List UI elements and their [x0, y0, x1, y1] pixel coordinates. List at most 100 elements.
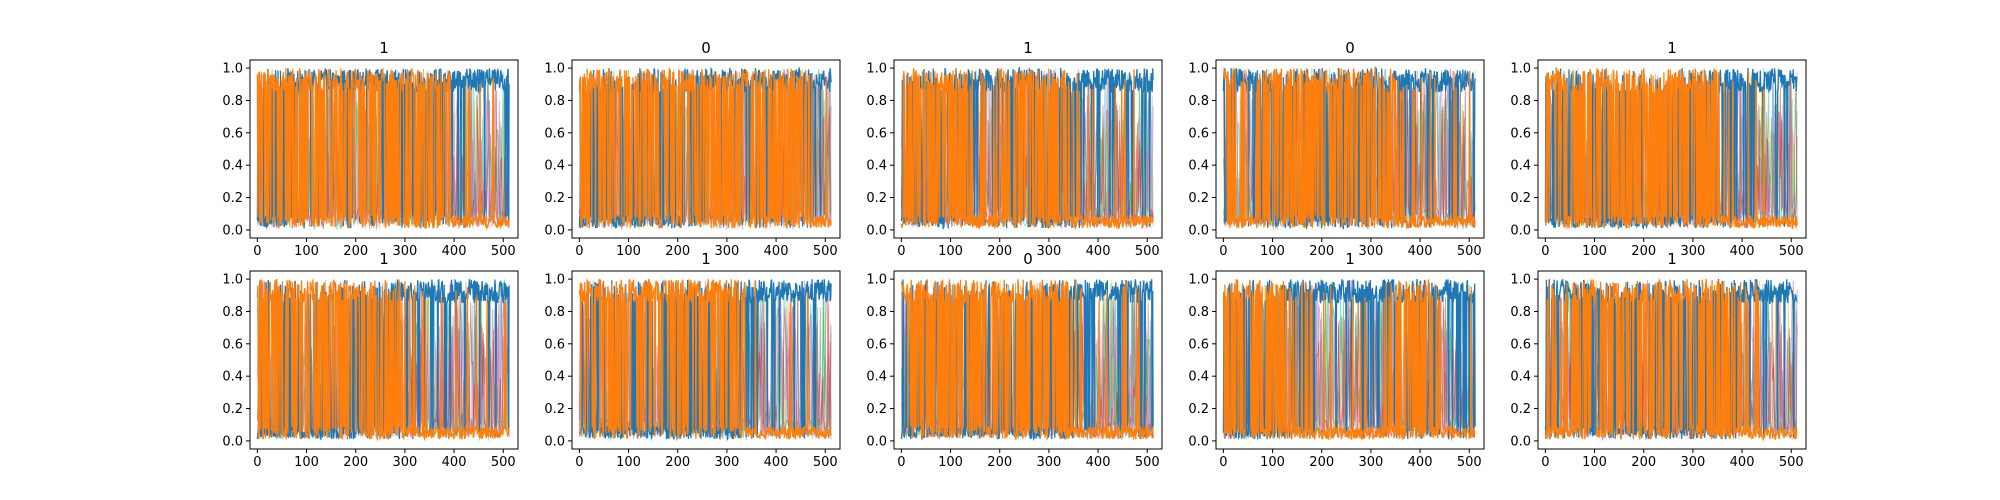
y-tick-label: 0.4 — [544, 159, 565, 174]
y-tick-label: 0.2 — [1510, 402, 1531, 417]
x-tick-label: 300 — [1358, 455, 1383, 470]
y-tick-label: 1.0 — [1188, 273, 1209, 288]
subplot-1: 0 100 200 300 400 500 0.0 0.2 0.4 0.6 0.8 1.0 1 — [222, 39, 519, 259]
subplot-title: 1 — [1345, 250, 1355, 268]
y-tick-label: 0.0 — [866, 434, 887, 449]
x-tick-label: 400 — [1086, 455, 1111, 470]
axes-frame — [249, 59, 519, 239]
y-tick-label: 0.6 — [1510, 126, 1531, 141]
x-tick-label: 200 — [987, 455, 1012, 470]
y-tick-label: 0.0 — [1188, 434, 1209, 449]
y-tick-label: 0.4 — [866, 159, 887, 174]
plot-area — [578, 279, 832, 442]
x-tick-label: 0 — [253, 244, 261, 259]
x-tick-label: 400 — [764, 244, 789, 259]
x-tick-label: 400 — [1408, 455, 1433, 470]
x-tick-label: 500 — [813, 244, 838, 259]
subplot-7: 0 100 200 300 400 500 0.0 0.2 0.4 0.6 0.8 1.0 1 — [544, 250, 841, 470]
series-trace-1 — [900, 279, 1154, 442]
subplot-3: 0 100 200 300 400 500 0.0 0.2 0.4 0.6 0.8 1.0 1 — [866, 39, 1163, 259]
y-tick-label: 0.4 — [1510, 370, 1531, 385]
y-tick-label: 0.8 — [1188, 305, 1209, 320]
x-tick-label: 400 — [764, 455, 789, 470]
x-tick-label: 200 — [1631, 244, 1656, 259]
y-tick-label: 0.4 — [1188, 159, 1209, 174]
x-tick-label: 200 — [1309, 455, 1334, 470]
y-tick-label: 1.0 — [222, 62, 243, 77]
plot-area — [256, 278, 510, 442]
plot-area — [1544, 279, 1798, 442]
x-tick-label: 500 — [1779, 455, 1804, 470]
y-tick-label: 0.4 — [1510, 159, 1531, 174]
x-tick-label: 100 — [616, 244, 641, 259]
y-tick-label: 0.4 — [866, 370, 887, 385]
x-tick-label: 500 — [491, 455, 516, 470]
x-tick-label: 500 — [1457, 244, 1482, 259]
y-tick-label: 0.6 — [866, 337, 887, 352]
x-tick-label: 300 — [714, 244, 739, 259]
y-tick-label: 0.0 — [222, 223, 243, 238]
x-tick-label: 100 — [1260, 244, 1285, 259]
x-tick-label: 100 — [294, 244, 319, 259]
x-tick-label: 0 — [575, 455, 583, 470]
plot-area — [1222, 65, 1476, 230]
y-tick-label: 0.2 — [1510, 191, 1531, 206]
subplot-4: 0 100 200 300 400 500 0.0 0.2 0.4 0.6 0.8 1.0 0 — [1188, 39, 1485, 259]
axes-frame — [571, 59, 841, 239]
y-tick-label: 0.6 — [866, 126, 887, 141]
x-tick-label: 0 — [1219, 455, 1227, 470]
x-tick-label: 300 — [714, 455, 739, 470]
axes-frame — [249, 270, 519, 450]
x-tick-label: 200 — [665, 455, 690, 470]
series-trace-2 — [900, 279, 1154, 441]
x-tick-label: 500 — [491, 244, 516, 259]
x-tick-label: 200 — [343, 455, 368, 470]
y-tick-label: 0.6 — [544, 337, 565, 352]
y-tick-label: 0.0 — [1188, 223, 1209, 238]
y-tick-label: 0.2 — [544, 191, 565, 206]
series-trace-2 — [256, 279, 510, 442]
subplot-9: 0 100 200 300 400 500 0.0 0.2 0.4 0.6 0.8 1.0 1 — [1188, 250, 1485, 470]
y-tick-label: 0.0 — [1510, 434, 1531, 449]
y-tick-label: 1.0 — [1510, 273, 1531, 288]
subplot-5: 0 100 200 300 400 500 0.0 0.2 0.4 0.6 0.8 1.0 1 — [1510, 39, 1807, 259]
x-tick-label: 100 — [294, 455, 319, 470]
y-tick-label: 0.2 — [1188, 402, 1209, 417]
x-tick-label: 300 — [392, 244, 417, 259]
y-tick-label: 1.0 — [544, 62, 565, 77]
y-tick-label: 0.8 — [866, 94, 887, 109]
x-tick-label: 300 — [392, 455, 417, 470]
axes-frame — [1215, 270, 1485, 450]
subplot-title: 0 — [1345, 39, 1355, 57]
y-tick-label: 0.0 — [544, 434, 565, 449]
x-tick-label: 400 — [1086, 244, 1111, 259]
x-tick-label: 100 — [938, 244, 963, 259]
x-tick-label: 300 — [1036, 455, 1061, 470]
subplot-title: 1 — [1667, 39, 1677, 57]
y-tick-label: 0.0 — [544, 223, 565, 238]
y-tick-label: 1.0 — [222, 273, 243, 288]
plot-area — [578, 66, 832, 230]
axes-frame — [893, 59, 1163, 239]
series-trace-2 — [900, 68, 1154, 230]
y-tick-label: 0.2 — [1188, 191, 1209, 206]
x-tick-label: 0 — [1541, 455, 1549, 470]
series-trace-2 — [578, 279, 832, 440]
x-tick-label: 300 — [1680, 455, 1705, 470]
x-tick-label: 200 — [665, 244, 690, 259]
y-tick-label: 0.2 — [866, 402, 887, 417]
y-tick-label: 0.6 — [544, 126, 565, 141]
y-tick-label: 0.8 — [544, 305, 565, 320]
y-tick-label: 0.6 — [1188, 126, 1209, 141]
y-tick-label: 0.4 — [1188, 370, 1209, 385]
series-trace-2 — [256, 67, 510, 231]
y-tick-label: 1.0 — [866, 62, 887, 77]
y-tick-label: 0.0 — [1510, 223, 1531, 238]
x-tick-label: 500 — [1135, 244, 1160, 259]
x-tick-label: 100 — [1582, 244, 1607, 259]
y-tick-label: 0.2 — [544, 402, 565, 417]
y-tick-label: 0.2 — [866, 191, 887, 206]
axes-frame — [1537, 59, 1807, 239]
